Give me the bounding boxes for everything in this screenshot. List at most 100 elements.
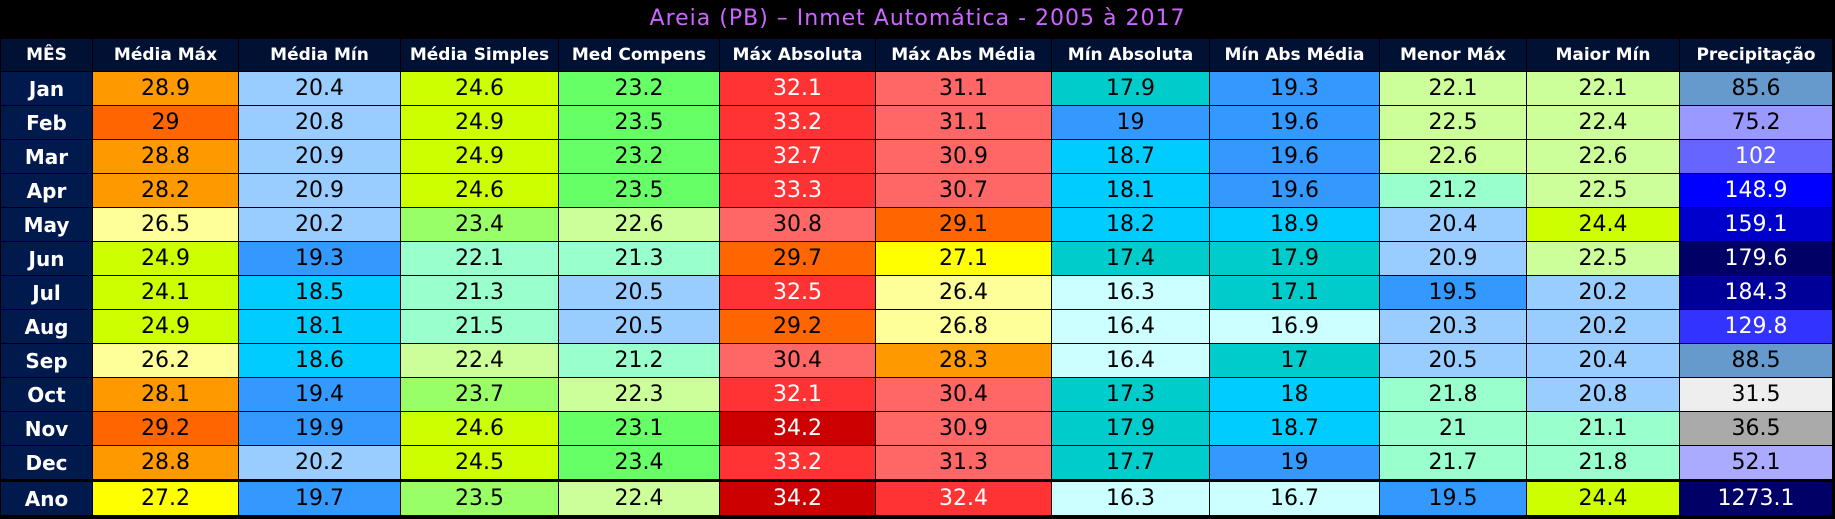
value-cell: 17.1 xyxy=(1209,275,1380,310)
value-cell: 26.4 xyxy=(875,275,1052,310)
value-cell: 34.2 xyxy=(719,411,876,446)
value-cell: 32.1 xyxy=(719,377,876,412)
value-cell: 21.2 xyxy=(558,343,720,378)
value-cell: 16.4 xyxy=(1051,343,1210,378)
column-header: Precipitação xyxy=(1679,38,1833,72)
value-cell: 23.5 xyxy=(558,173,720,208)
table-title: Areia (PB) – Inmet Automática - 2005 à 2… xyxy=(649,6,1186,31)
value-cell: 30.4 xyxy=(719,343,876,378)
column-header: Média Máx xyxy=(92,38,239,72)
value-cell: 22.4 xyxy=(1526,105,1680,140)
value-cell: 24.6 xyxy=(400,173,559,208)
value-cell: 19.7 xyxy=(238,479,401,516)
value-cell: 20.2 xyxy=(1526,309,1680,344)
row-label: Dec xyxy=(0,445,93,481)
value-cell: 24.5 xyxy=(400,445,559,481)
value-cell: 21.3 xyxy=(558,241,720,276)
value-cell: 19.6 xyxy=(1209,139,1380,174)
table-row: Nov 29.2 19.9 24.6 23.1 34.2 30.9 17.9 18.7 21 21.… xyxy=(0,411,1833,446)
value-cell: 31.1 xyxy=(875,71,1052,106)
value-cell: 23.2 xyxy=(558,139,720,174)
row-label: Oct xyxy=(0,377,93,412)
value-cell: 19 xyxy=(1051,105,1210,140)
row-label: Sep xyxy=(0,343,93,378)
value-cell: 19.5 xyxy=(1379,479,1527,516)
value-cell: 20.5 xyxy=(558,309,720,344)
value-cell: 16.9 xyxy=(1209,309,1380,344)
value-cell: 22.4 xyxy=(558,479,720,516)
value-cell: 32.1 xyxy=(719,71,876,106)
value-cell: 22.6 xyxy=(1526,139,1680,174)
value-cell: 19 xyxy=(1209,445,1380,481)
column-header: Média Mín xyxy=(238,38,401,72)
value-cell: 18.1 xyxy=(238,309,401,344)
value-cell: 21.8 xyxy=(1379,377,1527,412)
value-cell: 22.5 xyxy=(1526,173,1680,208)
table-row: Oct 28.1 19.4 23.7 22.3 32.1 30.4 17.3 18 21.8 20.… xyxy=(0,377,1833,412)
value-cell: 75.2 xyxy=(1679,105,1833,140)
value-cell: 27.1 xyxy=(875,241,1052,276)
value-cell: 28.8 xyxy=(92,139,239,174)
value-cell: 21.3 xyxy=(400,275,559,310)
table-row: Jul 24.1 18.5 21.3 20.5 32.5 26.4 16.3 17.1 19.5 2… xyxy=(0,275,1833,310)
value-cell: 17.9 xyxy=(1051,71,1210,106)
table-row: Sep 26.2 18.6 22.4 21.2 30.4 28.3 16.4 17 20.5 20.… xyxy=(0,343,1833,378)
value-cell: 18.5 xyxy=(238,275,401,310)
value-cell: 22.3 xyxy=(558,377,720,412)
value-cell: 26.8 xyxy=(875,309,1052,344)
value-cell: 22.6 xyxy=(1379,139,1527,174)
value-cell: 179.6 xyxy=(1679,241,1833,276)
table-row: Apr 28.2 20.9 24.6 23.5 33.3 30.7 18.1 19.6 21.2 2… xyxy=(0,173,1833,208)
value-cell: 20.9 xyxy=(238,139,401,174)
value-cell: 28.8 xyxy=(92,445,239,481)
value-cell: 32.7 xyxy=(719,139,876,174)
table-row: Dec 28.8 20.2 24.5 23.4 33.2 31.3 17.7 19 21.7 21.… xyxy=(0,445,1833,481)
value-cell: 30.9 xyxy=(875,411,1052,446)
row-label: Jul xyxy=(0,275,93,310)
row-label: Feb xyxy=(0,105,93,140)
column-header: MÊS xyxy=(0,38,93,72)
value-cell: 17.4 xyxy=(1051,241,1210,276)
value-cell: 20.9 xyxy=(1379,241,1527,276)
value-cell: 22.1 xyxy=(1526,71,1680,106)
header-row: MÊS Média Máx Média Mín Média Simples Med Co… xyxy=(0,38,1833,72)
value-cell: 19.9 xyxy=(238,411,401,446)
value-cell: 24.1 xyxy=(92,275,239,310)
row-label: Aug xyxy=(0,309,93,344)
value-cell: 88.5 xyxy=(1679,343,1833,378)
value-cell: 33.2 xyxy=(719,445,876,481)
climate-table: MÊS Média Máx Média Mín Média Simples Med Co… xyxy=(0,38,1833,516)
value-cell: 23.4 xyxy=(558,445,720,481)
table-row: Jan 28.9 20.4 24.6 23.2 32.1 31.1 17.9 19.3 22.1 2… xyxy=(0,71,1833,106)
row-label: Mar xyxy=(0,139,93,174)
value-cell: 21 xyxy=(1379,411,1527,446)
value-cell: 24.9 xyxy=(92,241,239,276)
column-header: Máx Absoluta xyxy=(719,38,876,72)
value-cell: 22.1 xyxy=(400,241,559,276)
value-cell: 20.2 xyxy=(238,445,401,481)
table-row: May 26.5 20.2 23.4 22.6 30.8 29.1 18.2 18.9 20.4 2… xyxy=(0,207,1833,242)
value-cell: 30.4 xyxy=(875,377,1052,412)
value-cell: 20.9 xyxy=(238,173,401,208)
column-header: Med Compens xyxy=(558,38,720,72)
value-cell: 26.2 xyxy=(92,343,239,378)
value-cell: 29.1 xyxy=(875,207,1052,242)
value-cell: 16.7 xyxy=(1209,479,1380,516)
value-cell: 19.3 xyxy=(1209,71,1380,106)
value-cell: 24.9 xyxy=(92,309,239,344)
column-header: Maior Mín xyxy=(1526,38,1680,72)
value-cell: 148.9 xyxy=(1679,173,1833,208)
row-label: Nov xyxy=(0,411,93,446)
value-cell: 31.1 xyxy=(875,105,1052,140)
value-cell: 20.3 xyxy=(1379,309,1527,344)
value-cell: 28.3 xyxy=(875,343,1052,378)
value-cell: 26.5 xyxy=(92,207,239,242)
value-cell: 16.4 xyxy=(1051,309,1210,344)
value-cell: 24.6 xyxy=(400,71,559,106)
value-cell: 20.8 xyxy=(238,105,401,140)
table-row: Jun 24.9 19.3 22.1 21.3 29.7 27.1 17.4 17.9 20.9 2… xyxy=(0,241,1833,276)
value-cell: 24.9 xyxy=(400,139,559,174)
value-cell: 22.1 xyxy=(1379,71,1527,106)
value-cell: 16.3 xyxy=(1051,275,1210,310)
column-header: Menor Máx xyxy=(1379,38,1527,72)
